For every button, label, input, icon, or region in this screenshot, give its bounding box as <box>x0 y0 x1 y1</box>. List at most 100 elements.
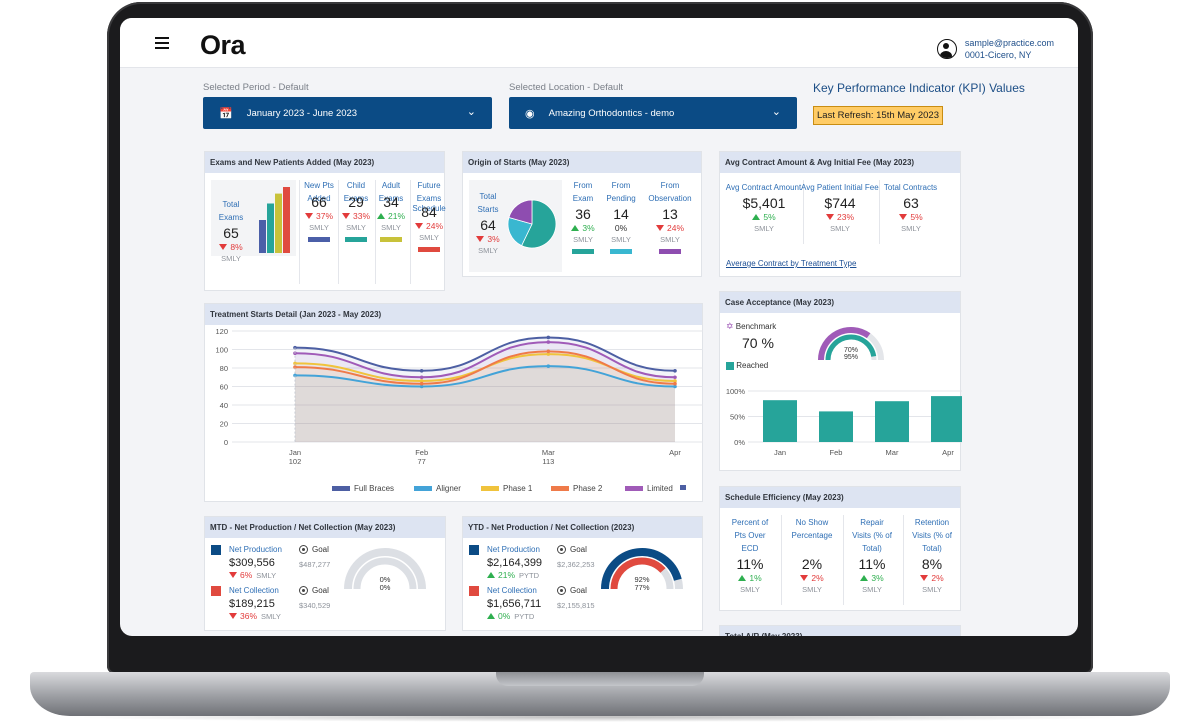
coll-change: 36% SMLY <box>229 611 293 622</box>
gauge-top-label: 0% <box>380 575 391 584</box>
metric-value: 2% <box>801 556 823 572</box>
legend-item: Phase 1 <box>481 482 551 494</box>
exams-card: Exams and New Patients Added (May 2023) … <box>204 151 447 291</box>
coll-goal: Goal $340,529 <box>299 585 347 610</box>
user-avatar-icon <box>936 39 957 59</box>
exams-card-title: Exams and New Patients Added (May 2023) <box>205 152 444 173</box>
prod-change-value: 21% <box>498 570 516 580</box>
gauge-inner-track <box>353 557 417 590</box>
coll-swatch <box>211 585 221 596</box>
series-point <box>419 381 424 386</box>
coll-block: Net Collection $189,215 36% SMLY Goal $340,52… <box>211 585 330 622</box>
schedule-card-title: Schedule Efficiency (May 2023) <box>720 487 960 508</box>
period-value: January 2023 - June 2023 <box>246 107 358 119</box>
prod-change: 6% SMLY <box>229 570 293 581</box>
divider <box>781 515 782 605</box>
user-menu[interactable]: sample@practice.com 0001-Cicero, NY <box>936 37 1054 61</box>
metric-change: 1% <box>726 573 774 583</box>
metric-change: 24% <box>411 221 447 231</box>
metric-change-value: 5% <box>910 212 923 222</box>
series-area <box>295 351 675 442</box>
metric-value: 84 <box>421 204 437 220</box>
metric-change-value: 24% <box>666 223 684 233</box>
goal-icon <box>557 586 566 596</box>
y-tick-label: 0 <box>224 438 228 447</box>
metric-swatch <box>380 237 402 242</box>
coll-header: Net Collection <box>469 585 551 597</box>
metric-change: 0% <box>603 223 639 233</box>
origin-card: Origin of Starts (May 2023) Total Starts… <box>462 151 702 277</box>
acceptance-bar <box>763 400 797 442</box>
benchmark-label: Benchmark <box>735 322 777 331</box>
metric-value: $5,401 <box>742 195 786 211</box>
schedule-card: Schedule Efficiency (May 2023) Percent o… <box>719 486 961 611</box>
prod-goal-value: $2,362,253 <box>557 560 595 569</box>
prod-value: $2,164,399 <box>487 557 543 569</box>
mtd-gauge: 0%0% <box>344 548 426 592</box>
coll-change-value: 36% <box>240 611 258 621</box>
legend-label: Aligner <box>436 483 461 493</box>
metric-swatch <box>418 247 440 252</box>
chevron-down-icon: ⌄ <box>771 106 781 118</box>
acceptance-gauge: 70%95% <box>818 327 884 361</box>
prod-block: Net Production $309,556 6% SMLY Goal $487,277 <box>211 544 330 581</box>
acceptance-bar <box>931 396 962 442</box>
down-arrow-icon <box>219 244 228 250</box>
legend-overflow-swatch <box>680 485 686 490</box>
metric-label-2: Percentage <box>791 531 833 540</box>
coll-value: $189,215 <box>229 598 275 610</box>
contract-card-title: Avg Contract Amount & Avg Initial Fee (M… <box>720 152 960 173</box>
prod-swatch <box>211 544 221 555</box>
prod-goal-header: Goal <box>557 544 605 556</box>
series-point <box>546 364 551 368</box>
metric-label: Avg Patient Initial Fee <box>801 183 879 192</box>
gauge-outer-track <box>344 548 426 590</box>
divider <box>410 180 411 284</box>
gauge-bottom-label: 95% <box>844 354 858 361</box>
dashboard-screen: Ora sample@practice.com 0001-Cicero, NY … <box>120 18 1078 636</box>
origin-metric-col: From Observation 13 24% SMLY <box>644 179 696 254</box>
coll-goal-value: $340,529 <box>299 601 331 610</box>
acceptance-card-title: Case Acceptance (May 2023) <box>720 292 960 313</box>
exams-total: Total Exams 65 8% SMLY <box>214 198 248 263</box>
prod-label: Net Production <box>487 545 540 554</box>
metric-note: SMLY <box>740 585 760 594</box>
metric-label-2: Visits (% of <box>852 531 892 540</box>
series-line <box>294 336 676 372</box>
down-arrow-icon <box>341 213 350 219</box>
legend-item: Aligner <box>414 482 481 494</box>
menu-icon[interactable] <box>155 37 169 49</box>
location-value: Amazing Orthodontics - demo <box>548 107 675 119</box>
origin-card-title: Origin of Starts (May 2023) <box>463 152 701 173</box>
prod-goal-value: $487,277 <box>299 560 331 569</box>
coll-goal-value: $2,155,815 <box>557 601 595 610</box>
metric-label-1: From <box>611 181 631 190</box>
up-arrow-icon <box>738 575 747 581</box>
series-point <box>293 373 297 378</box>
y-tick-label: 0% <box>734 438 745 447</box>
y-tick-label: 50% <box>730 413 745 422</box>
exams-stacked-bar <box>259 187 290 253</box>
location-select[interactable]: ◉ Amazing Orthodontics - demo ⌄ <box>509 97 797 129</box>
metric-change: 3% <box>848 573 896 583</box>
metric-swatch <box>610 249 632 254</box>
metric-change-value: 24% <box>425 221 443 231</box>
metric-value: 14 <box>613 206 629 222</box>
last-refresh-badge: Last Refresh: 15th May 2023 <box>813 106 943 125</box>
y-tick-label: 120 <box>215 327 228 336</box>
app-logo[interactable]: Ora <box>200 30 246 60</box>
prod-change-value: 6% <box>240 570 253 580</box>
period-select[interactable]: 📅 January 2023 - June 2023 ⌄ <box>203 97 492 129</box>
metric-note: SMLY <box>922 585 942 594</box>
schedule-metric-col: Percent of Pts Over ECD 11% 1% SMLY <box>726 516 774 594</box>
metric-label-2: Exams <box>416 194 442 203</box>
schedule-metric-col: No Show Percentage 2% 2% SMLY <box>788 516 836 594</box>
coll-goal: Goal $2,155,815 <box>557 585 605 610</box>
down-arrow-icon <box>800 575 809 581</box>
metric-value: 8% <box>921 556 943 572</box>
avg-contract-link[interactable]: Average Contract by Treatment Type <box>726 259 857 268</box>
metric-value: 11% <box>858 556 886 572</box>
metric-change-value: 2% <box>931 573 944 583</box>
metric-label-1: Child <box>346 181 366 190</box>
calendar-icon: 📅 <box>219 107 233 120</box>
